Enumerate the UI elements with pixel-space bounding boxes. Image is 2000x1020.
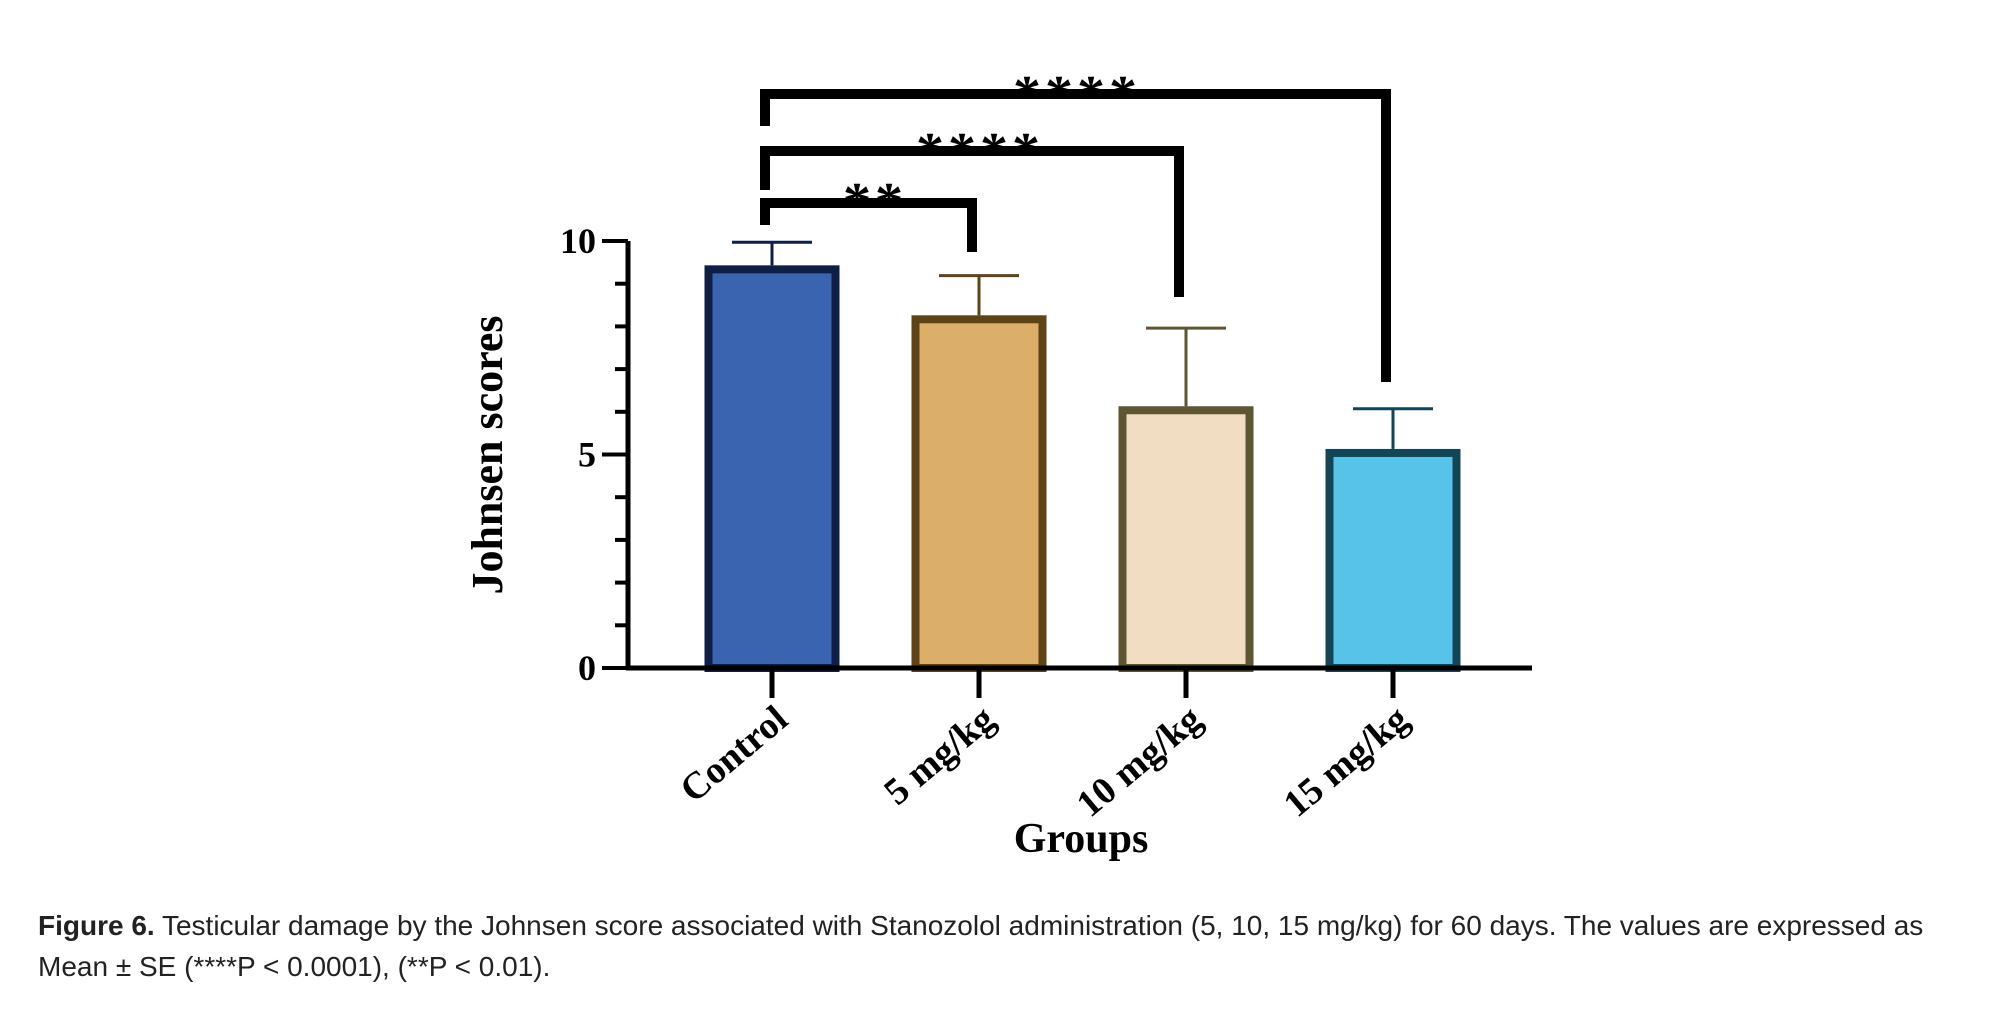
bar-control: [704, 265, 840, 672]
significance-stars: ****: [916, 122, 1044, 184]
caption-text: Testicular damage by the Johnsen score a…: [38, 910, 1924, 982]
caption-label: Figure 6.: [38, 910, 155, 941]
y-tick-label: 5: [578, 435, 596, 475]
x-tick-label: Control: [672, 698, 795, 811]
bars-group: [704, 240, 1461, 672]
figure-caption: Figure 6. Testicular damage by the Johns…: [38, 905, 1978, 987]
x-tick-label: 5 mg/kg: [876, 698, 1002, 814]
significance-bracket: [760, 198, 977, 252]
x-tick-label: 15 mg/kg: [1276, 698, 1417, 826]
x-tick-label: 10 mg/kg: [1069, 698, 1210, 826]
bar-15-mg-kg: [1325, 448, 1461, 672]
y-tick-label: 0: [578, 648, 596, 688]
significance-stars: ****: [1013, 65, 1141, 127]
bar-10-mg-kg: [1118, 406, 1254, 672]
significance-bracket: [760, 146, 1184, 297]
significance-bracket: [760, 89, 1391, 382]
y-axis-label: Johnsen scores: [463, 315, 512, 594]
y-tick-label: 10: [560, 221, 596, 261]
significance-brackets: **********: [760, 65, 1391, 382]
x-axis-label: Groups: [1014, 816, 1149, 862]
bar-5-mg-kg: [911, 315, 1047, 672]
significance-stars: **: [843, 172, 907, 234]
